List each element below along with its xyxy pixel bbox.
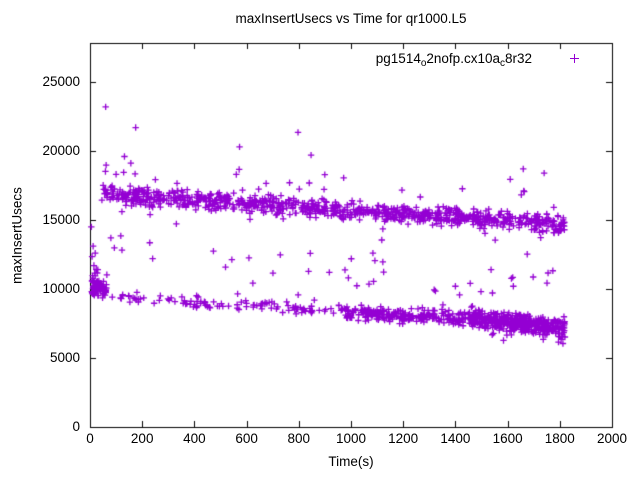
chart-title: maxInsertUsecs vs Time for qr1000.L5 [235,11,467,26]
y-axis-label: maxInsertUsecs [9,187,25,284]
legend-entry-label: pg1514o2nofp.cx10ac8r32 [292,51,532,69]
y-tick-label: 15000 [42,211,80,227]
x-tick-label: 1000 [335,431,367,446]
legend-label-subscript: o [420,58,427,69]
legend-label-subscript: c [499,58,505,69]
legend-label-part: 8r32 [504,51,532,66]
x-tick-label: 0 [86,431,94,446]
x-tick-label: 800 [287,431,311,446]
x-tick-label: 1800 [544,431,575,446]
y-tick-label: 10000 [42,280,80,296]
legend-label-part: 2nofp.cx10a [426,51,500,66]
x-tick-label: 1400 [440,431,471,446]
x-tick-label: 2000 [596,431,628,446]
legend-label-part: pg1514 [375,51,421,66]
y-tick-label: 25000 [42,73,80,89]
x-tick-label: 400 [183,431,206,446]
x-tick-label: 200 [130,431,154,446]
x-tick-label: 1200 [388,431,419,446]
x-tick-label: 1600 [492,431,523,446]
x-axis-label: Time(s) [328,454,374,469]
plus-icon-vertical-bar [573,54,576,63]
x-tick-label: 600 [235,431,258,446]
y-tick-label: 20000 [42,142,80,158]
y-tick-label: 0 [72,419,80,434]
legend-marker-plus-icon [569,53,580,64]
y-tick-label: 5000 [49,349,80,365]
